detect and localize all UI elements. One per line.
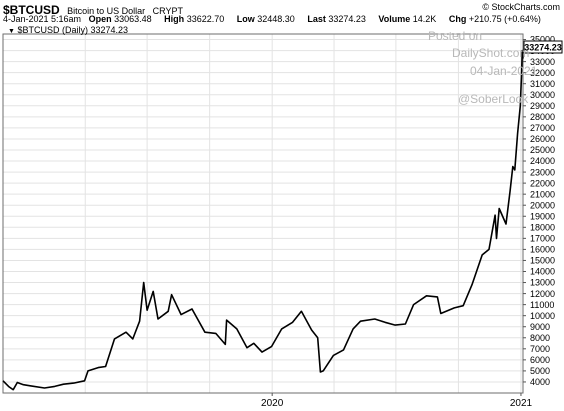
ticker-symbol: $BTCUSD <box>3 3 60 17</box>
y-tick-label: 22000 <box>530 178 555 188</box>
y-tick-label: 21000 <box>530 189 555 199</box>
watermark-site: DailyShot.com <box>452 46 530 60</box>
last-value-box <box>523 40 563 54</box>
y-tick-label: 26000 <box>530 134 555 144</box>
legend-text: $BTCUSD (Daily) 33274.23 <box>17 25 128 35</box>
stat-label: High <box>164 14 185 24</box>
y-tick-label: 31000 <box>530 79 555 89</box>
y-tick-label: 29000 <box>530 101 555 111</box>
watermark-date: 04-Jan-2021 <box>470 64 538 78</box>
y-tick-label: 5000 <box>530 366 550 376</box>
y-tick-label: 11000 <box>530 300 554 310</box>
y-tick-label: 15000 <box>530 256 555 266</box>
y-tick-label: 28000 <box>530 112 555 122</box>
x-axis-labels: 2020 2021 <box>261 393 533 409</box>
y-tick-label: 27000 <box>530 123 555 133</box>
grid-layer <box>3 34 523 393</box>
y-tick-label: 35000 <box>530 35 555 45</box>
x-tick-label: 2020 <box>261 398 284 409</box>
stat-label: Chg <box>448 14 467 24</box>
stat-value: 32448.30 <box>257 14 295 24</box>
y-tick-label: 19000 <box>530 211 555 221</box>
stat-change: Chg +210.75 (+0.64%) <box>449 14 546 24</box>
y-tick-label: 25000 <box>530 145 555 155</box>
y-tick-label: 20000 <box>530 200 555 210</box>
datetime-label: 4-Jan-2021 5:16am <box>3 14 82 24</box>
y-tick-label: 13000 <box>530 278 555 288</box>
series-layer <box>2 49 524 391</box>
y-tick-label: 6000 <box>530 355 550 365</box>
y-tick-label: 33000 <box>530 57 555 67</box>
legend-marker-icon: ▼ <box>8 28 15 35</box>
y-tick-label: 24000 <box>530 156 555 166</box>
stat-value: 14.2K <box>412 14 437 24</box>
stat-volume: Volume 14.2K <box>378 14 441 24</box>
y-tick-label: 18000 <box>530 223 555 233</box>
exchange-label: CRYPT <box>152 6 183 16</box>
y-tick-label: 10000 <box>530 311 555 321</box>
copyright-link[interactable]: © StockCharts.com <box>482 2 560 12</box>
y-tick-label: 14000 <box>530 267 555 277</box>
series-line <box>2 49 524 391</box>
y-tick-label: 9000 <box>530 322 550 332</box>
x-tick-label: 2021 <box>510 398 533 409</box>
stat-label: Open <box>88 14 112 24</box>
y-tick-label: 23000 <box>530 167 555 177</box>
y-tick-label: 8000 <box>530 333 550 343</box>
stat-open: Open 33063.48 <box>89 14 157 24</box>
y-tick-label: 12000 <box>530 289 555 299</box>
title-row: $BTCUSD Bitcoin to US Dollar CRYPT <box>3 1 183 19</box>
stat-low: Low 32448.30 <box>237 14 300 24</box>
stat-label: Low <box>236 14 255 24</box>
y-tick-label: 30000 <box>530 90 555 100</box>
stat-value: +210.75 (+0.64%) <box>468 14 541 24</box>
y-axis-labels: 4000500060007000800090001000011000120001… <box>523 35 555 387</box>
y-tick-label: 32000 <box>530 68 555 78</box>
watermark-handle: @SoberLook <box>458 92 529 106</box>
last-value-text: 33274.23 <box>524 43 562 53</box>
last-value-label: 33274.23 <box>523 40 563 54</box>
instrument-name: Bitcoin to US Dollar <box>67 6 146 16</box>
y-tick-label: 7000 <box>530 344 550 354</box>
y-tick-label: 17000 <box>530 234 555 244</box>
y-tick-label: 4000 <box>530 377 550 387</box>
watermark-posted-on: Posted on <box>428 29 483 43</box>
chart-header: $BTCUSD Bitcoin to US Dollar CRYPT © Sto… <box>0 0 564 35</box>
plot-frame <box>2 33 524 394</box>
stat-value: 33063.48 <box>114 14 152 24</box>
y-tick-label: 16000 <box>530 245 555 255</box>
stat-label: Volume <box>378 14 411 24</box>
stat-value: 33274.23 <box>328 14 366 24</box>
stat-high: High 33622.70 <box>164 14 229 24</box>
legend-row: ▼ $BTCUSD (Daily) 33274.23 <box>8 25 128 35</box>
stat-last: Last 33274.23 <box>307 14 371 24</box>
stat-label: Last <box>307 14 326 24</box>
stats-row: 4-Jan-2021 5:16am Open 33063.48 High 336… <box>3 14 551 24</box>
stat-value: 33622.70 <box>186 14 225 24</box>
